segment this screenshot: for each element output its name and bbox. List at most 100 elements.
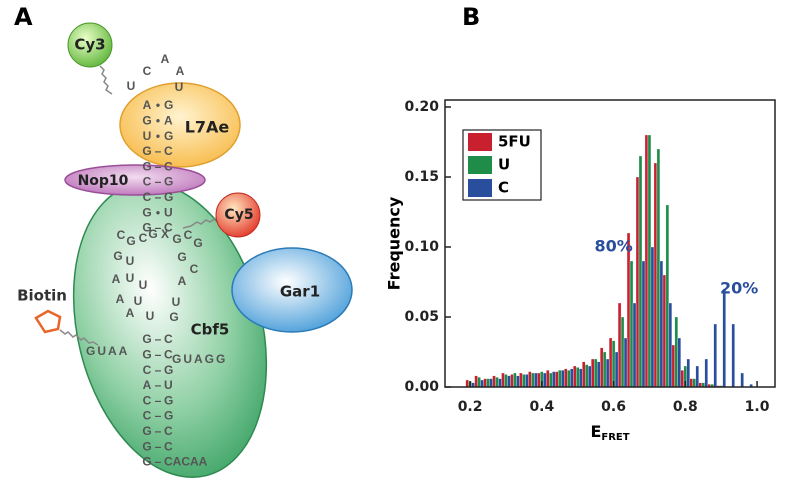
x-tick-label: 0.8 xyxy=(673,399,698,415)
bar xyxy=(722,288,726,388)
linker xyxy=(182,217,217,229)
base-pair-bond: – xyxy=(155,190,162,204)
base-pair-bond: • xyxy=(156,129,160,143)
bar xyxy=(602,351,607,388)
nucleotide: G xyxy=(164,129,173,143)
nucleotide: G xyxy=(164,393,173,407)
legend-label: 5FU xyxy=(498,133,531,151)
nucleotide: A xyxy=(176,64,185,78)
panel-label: B xyxy=(462,3,480,31)
nucleotide: G xyxy=(164,175,173,189)
node-label: Cy3 xyxy=(74,36,105,54)
bar xyxy=(555,371,559,388)
nucleotide: G xyxy=(172,232,181,246)
nucleotide: G xyxy=(164,363,173,377)
base-pair-bond: – xyxy=(155,175,162,189)
nucleotide: G xyxy=(142,144,151,158)
nucleotide: G xyxy=(142,424,151,438)
nucleotide: U xyxy=(134,294,143,308)
nucleotide: C xyxy=(143,409,152,423)
linker xyxy=(59,329,99,346)
base-pair-bond: – xyxy=(155,221,162,235)
base-pair-bond: – xyxy=(155,363,162,377)
bar xyxy=(686,358,690,388)
bar xyxy=(498,378,502,388)
nucleotide: A xyxy=(178,274,187,288)
nucleotide: U xyxy=(139,278,148,292)
x-axis-label-main: E xyxy=(590,422,601,441)
bar xyxy=(695,365,699,388)
nucleotide: C xyxy=(164,144,173,158)
tail-sequence: GUAA xyxy=(86,344,129,358)
y-axis-label: Frequency xyxy=(385,196,404,290)
bar xyxy=(477,377,481,388)
cy3-shape xyxy=(67,22,113,68)
bar xyxy=(599,347,604,388)
nucleotide: A xyxy=(116,292,125,306)
bar xyxy=(659,260,664,388)
x-tick-label: 0.2 xyxy=(458,399,483,415)
bar xyxy=(713,323,717,388)
base-pair-bond: – xyxy=(155,332,162,346)
nucleotide: A xyxy=(112,272,121,286)
nucleotide: C xyxy=(164,332,173,346)
nucleotide: C xyxy=(117,228,126,242)
bar xyxy=(617,302,622,388)
bar xyxy=(668,302,673,388)
bar xyxy=(650,246,655,388)
bar xyxy=(704,358,708,388)
node-label: Cy5 xyxy=(224,207,253,223)
base-pair-bond: – xyxy=(155,393,162,407)
plot-frame xyxy=(444,99,776,388)
nucleotide: A xyxy=(164,113,173,127)
nucleotide: C xyxy=(164,424,173,438)
bar xyxy=(608,337,613,388)
nucleotide: C xyxy=(143,363,152,377)
nucleotide: C xyxy=(190,262,199,276)
legend-swatch xyxy=(468,156,492,174)
bar xyxy=(564,368,568,388)
bar xyxy=(534,372,538,388)
bar xyxy=(528,371,532,388)
panel-label: A xyxy=(14,3,33,31)
nucleotide: G xyxy=(193,236,202,250)
bar xyxy=(558,370,562,388)
nucleotide: C xyxy=(164,347,173,361)
base-pair-bond: – xyxy=(155,159,162,173)
bar xyxy=(507,375,511,388)
base-pair-bond: – xyxy=(155,347,162,361)
gar1-shape xyxy=(231,247,353,333)
bar xyxy=(561,370,565,388)
bar xyxy=(546,370,550,388)
nucleotide: G xyxy=(142,221,151,235)
bar xyxy=(525,374,529,388)
tail-sequence: GUAGG xyxy=(172,352,227,366)
bar xyxy=(489,378,493,388)
legend-label: U xyxy=(498,156,510,174)
bar xyxy=(653,162,658,388)
bar xyxy=(504,374,508,388)
annotation: 20% xyxy=(720,279,758,298)
x-axis-label-sub: FRET xyxy=(601,432,629,443)
nucleotide: C xyxy=(139,231,148,245)
bar xyxy=(480,379,484,388)
bar xyxy=(531,372,535,388)
cy5-shape xyxy=(215,192,261,238)
nucleotide: CACAA xyxy=(164,455,208,469)
nucleotide: U xyxy=(127,79,136,93)
bar xyxy=(510,374,514,388)
y-tick-label: 0.10 xyxy=(404,239,439,255)
nucleotide: U xyxy=(146,309,155,323)
bar xyxy=(614,351,619,388)
bar xyxy=(585,364,589,388)
node-label: L7Ae xyxy=(185,118,230,137)
node-label: Biotin xyxy=(17,287,67,305)
bar xyxy=(680,370,684,388)
nucleotide: U xyxy=(126,254,135,268)
nucleotide: G xyxy=(164,190,173,204)
base-pair-bond: – xyxy=(155,409,162,423)
bar xyxy=(543,372,547,388)
bar xyxy=(522,374,526,388)
bar xyxy=(483,378,487,388)
nucleotide: C xyxy=(164,221,173,235)
